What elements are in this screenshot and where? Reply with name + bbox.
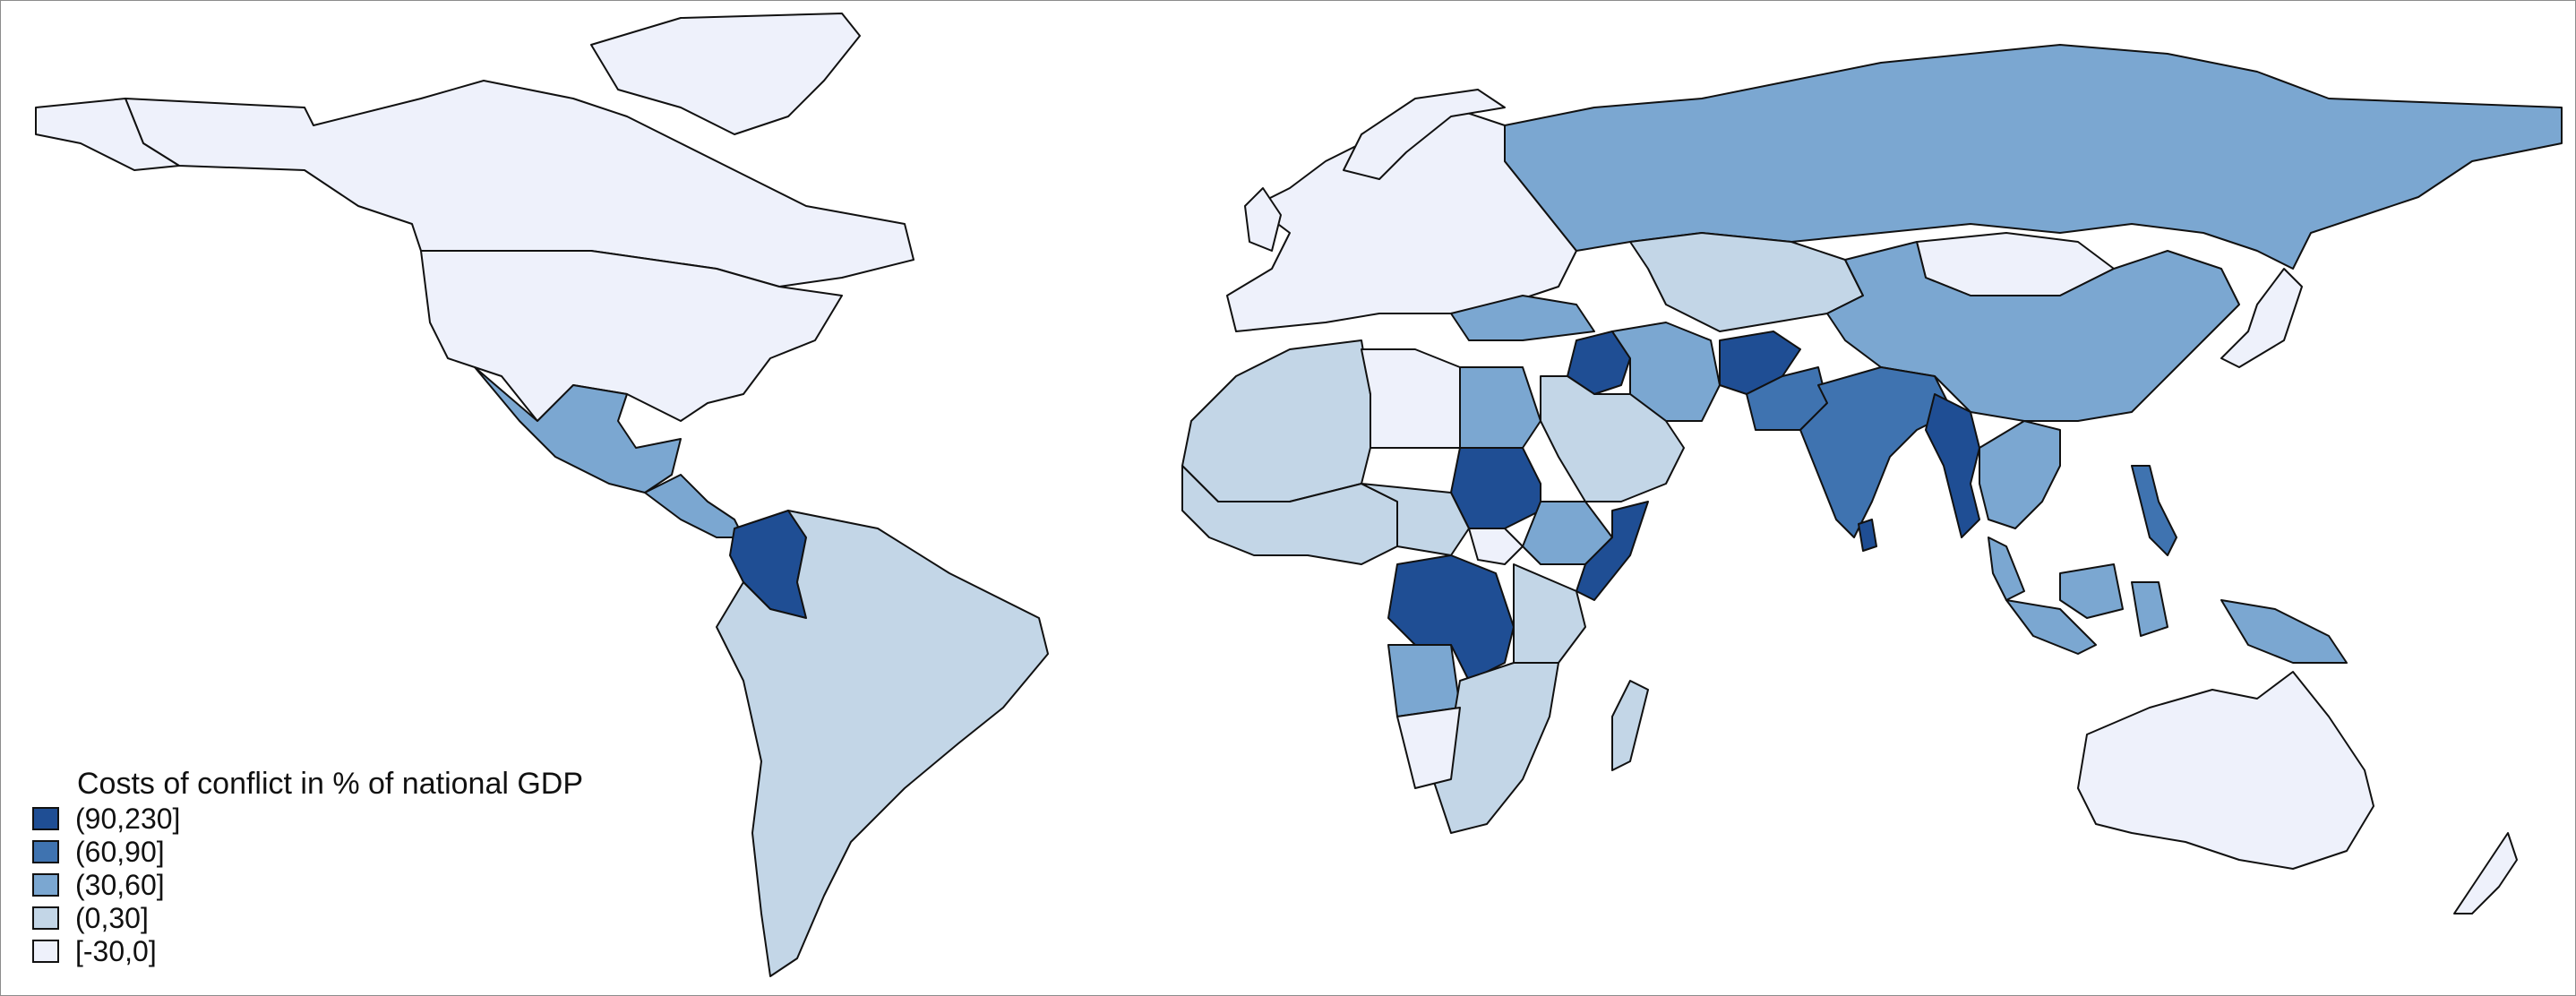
region-sri-lanka <box>1858 519 1877 552</box>
region-china <box>1826 241 2240 422</box>
region-angola <box>1387 644 1461 717</box>
region-libya <box>1361 348 1461 449</box>
region-new-zealand <box>2453 832 2518 914</box>
region-west-africa <box>1181 465 1398 565</box>
region-east-africa <box>1513 563 1586 664</box>
legend-swatch <box>32 872 59 897</box>
legend-item: (60,90] <box>32 835 583 868</box>
legend-item: (90,230] <box>32 802 583 835</box>
region-turkey <box>1450 295 1595 341</box>
legend-label: (0,30] <box>75 901 149 934</box>
legend-item: [-30,0] <box>32 934 583 967</box>
legend-swatch <box>32 939 59 963</box>
region-kazakhstan <box>1629 232 1864 332</box>
region-philippines <box>2131 465 2177 556</box>
region-india <box>1799 366 1953 538</box>
region-alaska <box>35 98 180 171</box>
region-north-africa <box>1181 339 1371 502</box>
region-south-sudan <box>1468 528 1524 565</box>
region-sudan <box>1450 447 1541 529</box>
region-australia <box>2077 671 2374 870</box>
region-russia <box>1504 44 2563 270</box>
region-papua-new-guinea <box>2220 599 2348 664</box>
region-south-america <box>716 510 1049 977</box>
region-madagascar <box>1611 680 1649 771</box>
legend-swatch <box>32 906 59 930</box>
legend-swatch <box>32 806 59 830</box>
region-somalia <box>1576 501 1649 601</box>
legend-item: (0,30] <box>32 901 583 934</box>
legend-swatch <box>32 839 59 863</box>
region-southeast-asia <box>1979 420 2061 529</box>
region-myanmar <box>1925 393 1980 538</box>
region-uk <box>1244 187 1282 252</box>
region-scandinavia <box>1343 89 1506 180</box>
region-iran <box>1611 322 1721 422</box>
region-greenland <box>590 13 861 135</box>
region-central-america <box>644 474 744 538</box>
region-united-states <box>420 250 843 422</box>
legend-item: (30,60] <box>32 868 583 901</box>
legend-label: (90,230] <box>75 802 181 835</box>
region-indonesia <box>2005 563 2168 655</box>
region-mexico <box>474 366 682 494</box>
legend-label: (60,90] <box>75 835 165 868</box>
legend: Costs of conflict in % of national GDP (… <box>32 766 583 967</box>
region-namibia <box>1396 707 1461 789</box>
region-egypt <box>1459 366 1541 449</box>
legend-label: [-30,0] <box>75 934 157 967</box>
legend-label: (30,60] <box>75 868 165 901</box>
region-canada <box>125 80 914 288</box>
legend-title: Costs of conflict in % of national GDP <box>77 767 584 801</box>
region-arabia <box>1540 375 1685 502</box>
region-japan <box>2220 268 2303 368</box>
region-malaysia <box>1988 537 2025 601</box>
